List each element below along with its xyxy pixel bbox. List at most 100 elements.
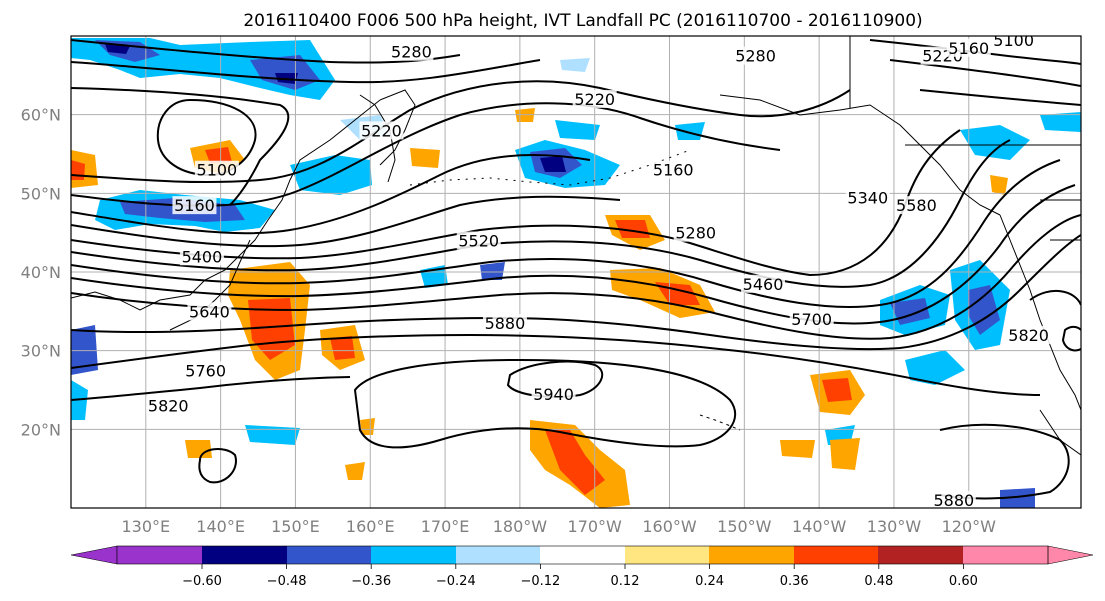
colorbar-tick-label: 0.36 [780,574,809,589]
ivt-negative-core [250,55,320,90]
colorbar-tick-label: 0.48 [864,574,893,589]
contour-label-bg [456,231,501,250]
contour-label: 5100 [993,31,1034,50]
coastline-alaska [719,94,1001,216]
colorbar-frame [116,545,1049,565]
map-frame [70,35,1082,509]
colorbar-bin [625,546,709,564]
height-contour [353,358,737,449]
contour-label: 5460 [743,275,784,294]
contour-label: 5160 [948,39,989,58]
colorbar-tick-label: −0.36 [351,574,391,589]
colorbar-extend-high [1047,545,1094,565]
ivt-negative-region [71,325,98,375]
contour-label: 5160 [653,161,694,180]
height-contour [71,139,1011,288]
ivt-positive-region [780,440,815,458]
height-contour [71,129,961,277]
colorbar-bin [540,546,625,564]
coastlines [71,36,1081,456]
colorbar-bin [202,546,287,564]
height-contour [869,39,1081,65]
contour-label: 5220 [361,121,402,140]
height-contour [71,195,621,248]
contour-label: 5280 [675,224,716,243]
height-contour [71,159,1061,309]
contour-label-bg [146,396,191,415]
contour-label-bg [845,188,890,207]
colorbar-bin [287,546,371,564]
ivt-positive-region [205,147,232,163]
contour-label: 5880 [933,491,974,510]
contour-label-bg [991,36,1036,49]
colorbar-tick-label: −0.24 [436,574,476,589]
contour-label-bg [894,196,939,215]
contour-label: 5580 [896,196,937,215]
ivt-positive-region [185,440,212,458]
height-contour [71,59,541,84]
colorbar-bin [963,546,1048,564]
height-contour [71,80,851,184]
height-contour [71,376,351,401]
colorbar-tick-label: 0.60 [949,574,978,589]
lon-tick-label: 130°E [121,517,170,536]
latitude-ticks: 60°N 50°N 40°N 30°N 20°N [21,106,61,440]
height-contour [71,214,1081,340]
contour-label: 5220 [574,90,615,109]
ivt-positive-core [545,430,605,495]
colorbar-tick-label: −0.60 [182,574,222,589]
colorbar-tick-label: −0.12 [520,574,560,589]
ivt-negative-region [1000,488,1035,508]
contour-label-bg [482,314,527,333]
lat-tick-label: 60°N [21,106,61,125]
lon-tick-label: 140°E [196,517,245,536]
contour-label-bg [187,302,232,321]
lon-tick-label: 170°E [421,517,470,536]
contour-label: 5820 [148,397,189,416]
lon-tick-label: 180°W [493,517,548,536]
height-contour [71,154,591,235]
ivt-negative-region [960,125,1030,160]
colorbar-bin [371,546,456,564]
ivt-positive-core [615,220,650,238]
height-contour [1061,325,1081,352]
contour-label-bg [531,384,576,403]
ivt-positive-region [410,148,440,168]
ivt-positive-core [330,336,355,360]
contour-label-bg [1006,325,1051,344]
ivt-negative-strong [105,44,130,54]
height-contour [71,87,290,206]
height-contour [939,423,1070,500]
colorbar-bin [709,546,794,564]
colorbar-bin [878,546,963,564]
height-contour [71,333,1041,396]
lat-tick-label: 30°N [21,342,61,361]
contour-label-bg [179,247,224,266]
contour-label-bg [931,491,976,508]
lon-tick-label: 170°W [568,517,623,536]
colorbar-tick-label: 0.24 [695,574,724,589]
contour-label-bg [673,223,718,242]
hawaii-islands [699,414,741,431]
lon-tick-label: 130°W [867,517,922,536]
lon-tick-label: 150°E [271,517,320,536]
colorbar-bin [456,546,540,564]
contour-label-bg [946,38,991,57]
contour-label-bg [172,196,217,215]
height-contour [506,360,604,398]
canada-borders [849,36,1081,241]
ivt-positive-core [822,378,852,402]
contour-label-bg [572,89,617,108]
ivt-negative-region [1040,112,1081,132]
contour-label: 5880 [485,314,526,333]
contour-label: 5640 [189,302,230,321]
contour-label-bg [389,42,434,61]
ivt-positive-region [345,462,365,480]
ivt-positive-region [990,175,1008,195]
contour-label: 5520 [458,232,499,251]
ivt-negative-region [245,425,300,445]
height-contours [71,39,1081,500]
colorbar-tick-label: −0.48 [267,574,307,589]
